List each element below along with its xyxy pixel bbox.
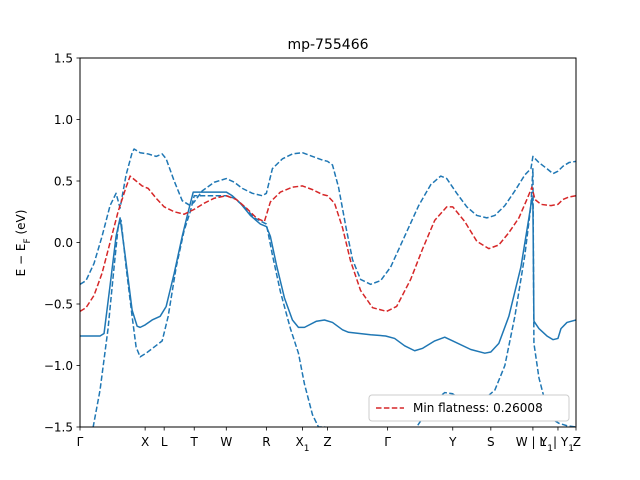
y-tick-label: 1.5 (54, 52, 73, 66)
x-tick-label: R (262, 435, 270, 449)
legend-label: Min flatness: 0.26008 (413, 401, 543, 415)
y-axis-label-main: E − E (14, 244, 28, 277)
y-tick-label: 0.5 (54, 175, 73, 189)
y-axis-label-unit: (eV) (14, 210, 28, 239)
x-tick-label: X (141, 435, 149, 449)
y-tick-label: 0.0 (54, 236, 73, 250)
x-tick-label: Z (323, 435, 331, 449)
x-tick-label: L (161, 435, 168, 449)
legend: Min flatness: 0.26008 (369, 395, 569, 421)
y-tick-label: −1.5 (44, 421, 73, 435)
x-tick-label: Z (573, 435, 581, 449)
y-tick-label: −0.5 (44, 298, 73, 312)
y-tick-label: 1.0 (54, 113, 73, 127)
y-tick-label: −1.0 (44, 359, 73, 373)
chart-title: mp-755466 (287, 37, 368, 53)
x-tick-label: W (220, 435, 232, 449)
x-tick-label: Γ (77, 435, 84, 449)
x-tick-label: Γ (384, 435, 391, 449)
x-tick-label: T (190, 435, 199, 449)
x-tick-label: S (487, 435, 495, 449)
x-tick-label: Y (448, 435, 457, 449)
